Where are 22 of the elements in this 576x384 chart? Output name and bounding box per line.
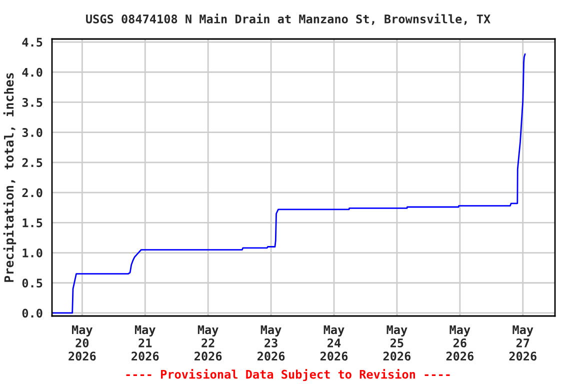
x-tick-label: May 27 2026 [509,325,536,361]
y-tick-label: 3.0 [22,128,42,137]
line-series [52,53,526,314]
x-tick-label: May 25 2026 [383,325,411,361]
y-tick-label: 1.5 [22,218,42,228]
y-tick-label: 1.0 [22,248,42,258]
y-tick-label: 2.0 [22,188,42,198]
x-tick-label: May 23 2026 [257,325,285,361]
x-tick-label: May 20 2026 [68,325,96,361]
y-tick-label: 4.5 [22,38,42,47]
text: ---- Provisional Data Subject to Revision ---- [126,368,450,382]
x-tick-label: May 26 2026 [446,325,474,361]
x-tick-label: May 24 2026 [320,325,348,361]
y-axis-title: Precipitation, total, inches [3,73,16,282]
y-tick-label: 0.5 [22,278,42,288]
y-tick-label: 3.5 [22,98,42,107]
x-tick-label: May 21 2026 [132,325,159,361]
y-tick-label: 2.5 [22,158,42,168]
x-tick-label: May 22 2026 [194,325,222,361]
chart-title: USGS 08474108 N Main Drain at Manzano St, Brownsville, TX [86,14,490,25]
y-tick-label: 0.0 [22,308,42,318]
y-tick-label: 4.0 [22,68,42,77]
